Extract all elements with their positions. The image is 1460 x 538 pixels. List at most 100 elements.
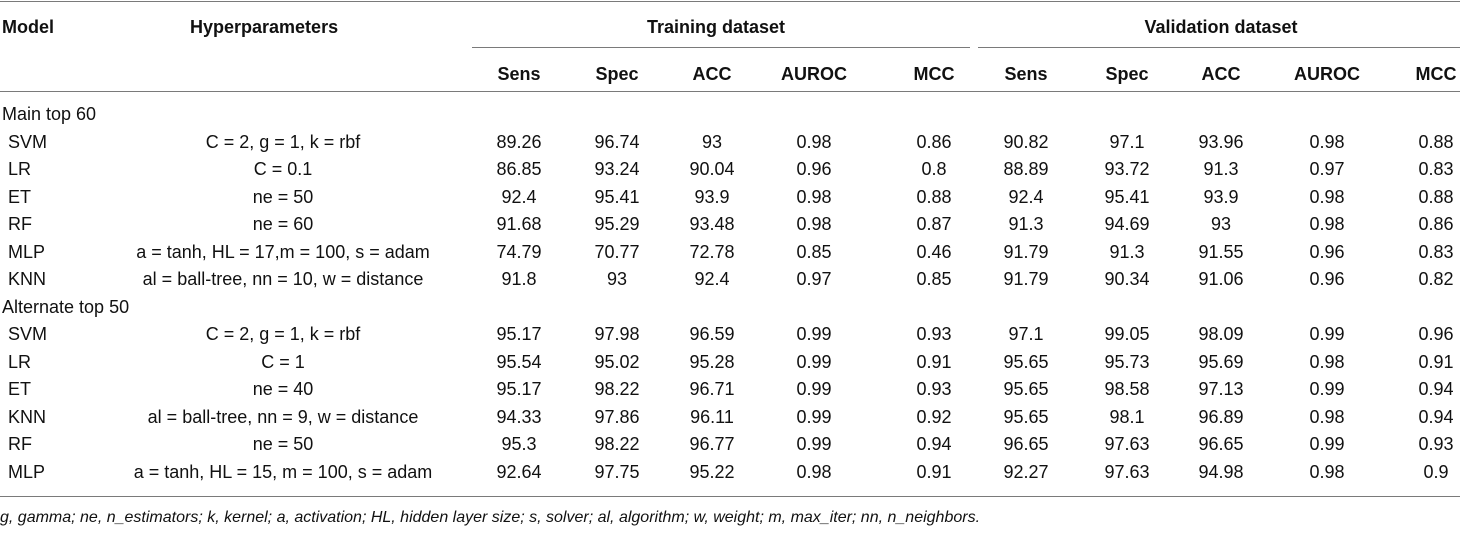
metric-value-cell: 0.98	[1309, 406, 1345, 427]
header-validation-dataset: Validation dataset	[1144, 17, 1298, 37]
metric-value-cell: 96.89	[1198, 406, 1244, 427]
metric-value-cell: 95.02	[594, 351, 640, 372]
metric-value-cell: 0.99	[796, 434, 832, 454]
model-cell: KNN	[8, 406, 47, 427]
table-footnote: g, gamma; ne, n_estimators; k, kernel; a…	[0, 509, 981, 526]
section-title: Main top 60	[2, 104, 97, 124]
metric-value-cell: 95.22	[689, 461, 735, 482]
metric-value-cell: 0.99	[796, 324, 832, 344]
validation-group-rule	[978, 47, 1460, 48]
metric-value-cell: 97.75	[594, 461, 640, 482]
metric-value-cell: 91.68	[496, 214, 542, 234]
metric-value-cell: 98.58	[1104, 379, 1150, 399]
metric-value-cell: 0.8	[921, 159, 947, 179]
metric-value-cell: 94.98	[1198, 461, 1244, 482]
model-cell: SVM	[8, 131, 48, 152]
metric-value-cell: 95.3	[501, 434, 537, 454]
metric-value-cell: 90.34	[1104, 269, 1150, 289]
hyperparameter-cell: ne = 50	[252, 186, 314, 207]
metric-value-cell: 98.22	[594, 379, 640, 399]
metric-header: AUROC	[1294, 64, 1360, 84]
model-cell: ET	[8, 186, 32, 207]
metric-value-cell: 0.94	[1418, 406, 1454, 427]
metric-value-cell: 0.93	[1418, 434, 1454, 454]
metric-header: AUROC	[781, 64, 847, 84]
metric-header: MCC	[1415, 64, 1457, 84]
table-header-rule	[0, 91, 1460, 92]
metric-value-cell: 0.85	[796, 241, 832, 262]
metric-value-cell: 0.86	[916, 131, 952, 152]
metric-header: MCC	[913, 64, 955, 84]
metric-value-cell: 0.93	[916, 324, 952, 344]
metric-value-cell: 0.98	[1309, 186, 1345, 207]
metric-value-cell: 91.3	[1203, 159, 1239, 179]
metric-value-cell: 0.96	[1309, 269, 1345, 289]
metric-value-cell: 0.91	[1418, 351, 1454, 372]
metric-value-cell: 0.99	[796, 351, 832, 372]
metric-value-cell: 90.82	[1003, 131, 1049, 152]
metric-value-cell: 0.88	[1418, 131, 1454, 152]
model-cell: SVM	[8, 324, 48, 344]
training-group-rule	[472, 47, 970, 48]
metric-value-cell: 91.79	[1003, 269, 1049, 289]
metric-value-cell: 0.94	[1418, 379, 1454, 399]
metric-value-cell: 0.94	[916, 434, 952, 454]
metric-value-cell: 0.91	[916, 461, 952, 482]
metric-value-cell: 91.3	[1008, 214, 1044, 234]
metric-value-cell: 70.77	[594, 241, 640, 262]
metric-header: Sens	[497, 64, 541, 84]
model-cell: KNN	[8, 269, 47, 289]
metric-value-cell: 0.83	[1418, 159, 1454, 179]
metric-value-cell: 95.41	[594, 186, 640, 207]
metric-value-cell: 0.92	[916, 406, 952, 427]
metric-value-cell: 96.59	[689, 324, 735, 344]
metric-header: ACC	[1201, 64, 1241, 84]
metric-value-cell: 0.98	[1309, 214, 1345, 234]
metric-value-cell: 95.65	[1003, 406, 1049, 427]
metric-value-cell: 97.1	[1008, 324, 1044, 344]
metric-value-cell: 0.99	[1309, 379, 1345, 399]
metric-value-cell: 86.85	[496, 159, 542, 179]
metric-value-cell: 93.24	[594, 159, 640, 179]
metric-value-cell: 93	[1210, 214, 1232, 234]
metric-value-cell: 88.89	[1003, 159, 1049, 179]
metric-value-cell: 94.33	[496, 406, 542, 427]
metric-value-cell: 0.93	[916, 379, 952, 399]
metric-value-cell: 0.99	[1309, 324, 1345, 344]
metric-value-cell: 0.98	[1309, 461, 1345, 482]
metric-value-cell: 74.79	[496, 241, 542, 262]
metric-value-cell: 98.09	[1198, 324, 1244, 344]
metric-value-cell: 97.98	[594, 324, 640, 344]
metric-value-cell: 0.99	[796, 379, 832, 399]
model-cell: MLP	[8, 241, 46, 262]
metric-value-cell: 91.3	[1109, 241, 1145, 262]
metric-value-cell: 93.72	[1104, 159, 1150, 179]
hyperparameter-cell: C = 1	[261, 351, 305, 372]
metric-value-cell: 89.26	[496, 131, 542, 152]
metric-value-cell: 0.97	[796, 269, 832, 289]
hyperparameter-cell: a = tanh, HL = 17,m = 100, s = adam	[136, 241, 430, 262]
metric-value-cell: 0.87	[916, 214, 952, 234]
metric-value-cell: 0.98	[796, 461, 832, 482]
metric-value-cell: 0.88	[916, 186, 952, 207]
model-cell: MLP	[8, 461, 46, 482]
section-title: Alternate top 50	[2, 296, 130, 317]
metric-value-cell: 91.06	[1198, 269, 1244, 289]
hyperparameter-cell: a = tanh, HL = 15, m = 100, s = adam	[133, 461, 433, 482]
metric-value-cell: 96.65	[1198, 434, 1244, 454]
model-cell: ET	[8, 379, 32, 399]
model-cell: LR	[8, 159, 32, 179]
metric-value-cell: 92.4	[694, 269, 730, 289]
header-model: Model	[2, 17, 54, 37]
metric-value-cell: 91.8	[501, 269, 537, 289]
metric-value-cell: 96.74	[594, 131, 640, 152]
metric-value-cell: 93.96	[1198, 131, 1244, 152]
metric-value-cell: 95.65	[1003, 379, 1049, 399]
metric-value-cell: 93	[701, 131, 723, 152]
metric-value-cell: 0.83	[1418, 241, 1454, 262]
metric-value-cell: 0.88	[1418, 186, 1454, 207]
metric-value-cell: 0.96	[1309, 241, 1345, 262]
metric-value-cell: 95.17	[496, 324, 542, 344]
metric-value-cell: 95.17	[496, 379, 542, 399]
metric-value-cell: 95.29	[594, 214, 640, 234]
